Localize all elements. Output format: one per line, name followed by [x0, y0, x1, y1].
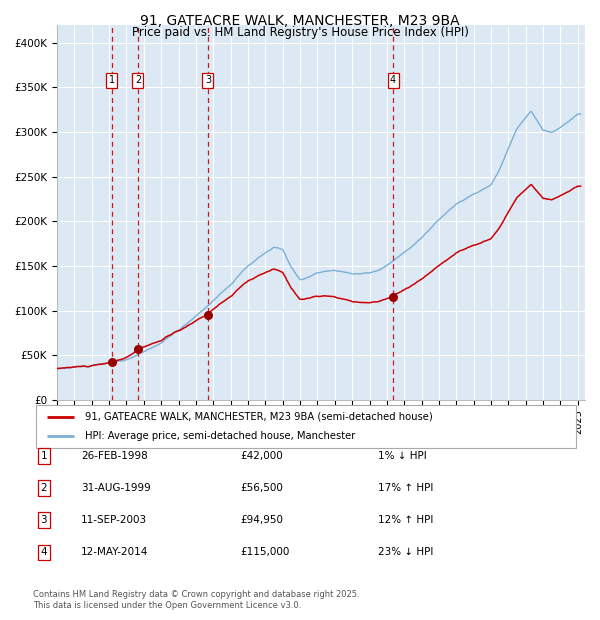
Text: 26-FEB-1998: 26-FEB-1998	[81, 451, 148, 461]
Text: £115,000: £115,000	[240, 547, 289, 557]
Text: 91, GATEACRE WALK, MANCHESTER, M23 9BA (semi-detached house): 91, GATEACRE WALK, MANCHESTER, M23 9BA (…	[85, 412, 433, 422]
Text: 17% ↑ HPI: 17% ↑ HPI	[378, 483, 433, 493]
Text: 12-MAY-2014: 12-MAY-2014	[81, 547, 148, 557]
Text: £42,000: £42,000	[240, 451, 283, 461]
Text: 1: 1	[109, 75, 115, 85]
Text: Contains HM Land Registry data © Crown copyright and database right 2025.
This d: Contains HM Land Registry data © Crown c…	[33, 590, 359, 609]
Text: 31-AUG-1999: 31-AUG-1999	[81, 483, 151, 493]
Text: 23% ↓ HPI: 23% ↓ HPI	[378, 547, 433, 557]
Text: 91, GATEACRE WALK, MANCHESTER, M23 9BA: 91, GATEACRE WALK, MANCHESTER, M23 9BA	[140, 14, 460, 28]
Text: 12% ↑ HPI: 12% ↑ HPI	[378, 515, 433, 525]
Text: 11-SEP-2003: 11-SEP-2003	[81, 515, 147, 525]
Text: 3: 3	[205, 75, 211, 85]
FancyBboxPatch shape	[36, 405, 576, 448]
Text: 4: 4	[390, 75, 396, 85]
Text: 2: 2	[135, 75, 141, 85]
Text: 4: 4	[40, 547, 47, 557]
Text: 3: 3	[40, 515, 47, 525]
Text: £56,500: £56,500	[240, 483, 283, 493]
Text: 2: 2	[40, 483, 47, 493]
Text: HPI: Average price, semi-detached house, Manchester: HPI: Average price, semi-detached house,…	[85, 432, 355, 441]
Text: 1% ↓ HPI: 1% ↓ HPI	[378, 451, 427, 461]
Text: £94,950: £94,950	[240, 515, 283, 525]
Text: Price paid vs. HM Land Registry's House Price Index (HPI): Price paid vs. HM Land Registry's House …	[131, 26, 469, 39]
Text: 1: 1	[40, 451, 47, 461]
